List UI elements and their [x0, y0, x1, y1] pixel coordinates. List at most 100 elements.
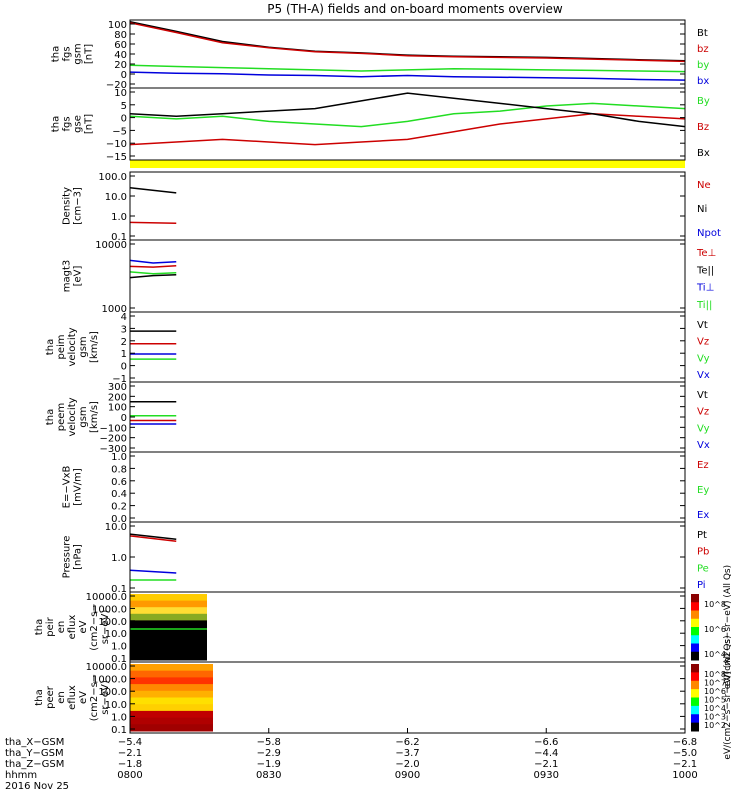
spectrogram-cell — [130, 613, 207, 621]
y-tick-label: 10.0 — [105, 629, 127, 640]
y-axis-label-line: [km/s] — [89, 331, 100, 363]
y-axis-label-line: [km/s] — [89, 401, 100, 433]
x-tick-label: −2.1 — [118, 748, 142, 759]
spectrogram-cell — [130, 697, 213, 705]
x-tick-label: −2.1 — [534, 759, 558, 770]
panel-frame — [129, 239, 686, 313]
spectrogram-cell — [130, 690, 213, 698]
x-tick-label: −3.7 — [395, 748, 419, 759]
panel-peem_velocity: 3002001000−100−200−300thapeemvelocitygsm… — [45, 381, 710, 455]
legend-item: Te⊥ — [696, 248, 716, 259]
y-axis-label-line: [eV] — [73, 266, 84, 287]
legend-item: Vt — [697, 390, 708, 401]
x-tick-label: −1.8 — [118, 759, 142, 770]
panel-peir: 10^810^610^410000.01000.0100.010.01.00.1… — [34, 565, 733, 689]
y-tick-label: 10.0 — [105, 522, 127, 533]
y-axis-label-line: fgs — [62, 116, 73, 131]
y-tick-label: −300 — [100, 444, 127, 455]
colorbar-segment — [691, 722, 699, 732]
colorbar-label: eV/(cm2−s−sr−eV) (All Qs) — [723, 565, 733, 689]
y-tick-label: 0 — [121, 114, 127, 125]
colorbar: 10^8 10^6 10^4 — [691, 594, 726, 661]
y-tick-label: −1 — [112, 374, 127, 385]
chart-title: P5 (TH-A) fields and on-board moments ov… — [267, 2, 563, 16]
y-tick-label: 0.8 — [111, 464, 127, 475]
y-axis-label-line: (cm2−s− — [89, 674, 100, 721]
legend-item: Ne — [697, 180, 711, 191]
y-tick-label: 40 — [114, 50, 127, 61]
legend-item: Vx — [697, 370, 710, 381]
panel-frame — [129, 661, 686, 734]
y-tick-label: 2 — [121, 337, 127, 348]
y-tick-label: 100.0 — [98, 172, 127, 183]
colorbar-label: eV/(cm2−s−sr−eV) (All Qs) — [723, 635, 733, 759]
x-tick-label: −6.8 — [673, 737, 697, 748]
x-tick-label: 0930 — [534, 770, 559, 781]
legend-item: Pt — [697, 530, 707, 541]
colorbar-segment — [691, 689, 699, 698]
legend-item: Bt — [697, 28, 708, 39]
y-tick-label: 0.6 — [111, 477, 127, 488]
series-Ni — [129, 187, 177, 194]
y-tick-label: 0.1 — [111, 584, 127, 595]
y-axis-label-line: magt3 — [62, 260, 73, 293]
y-axis-label-line: tha — [51, 116, 62, 132]
colorbar-tick-label: 10^6 — [704, 687, 726, 696]
panel-frame — [129, 451, 686, 523]
y-tick-label: 1000.0 — [92, 675, 127, 686]
y-tick-label: 0.2 — [111, 502, 127, 513]
series-Ne — [129, 221, 177, 224]
y-tick-label: 20 — [114, 60, 127, 71]
legend-item: bz — [697, 44, 709, 55]
y-tick-label: 1 — [121, 349, 127, 360]
y-axis-label: thafgsgse[nT] — [51, 114, 95, 134]
y-tick-label: 0 — [121, 362, 127, 373]
y-tick-label: 0.1 — [111, 725, 127, 736]
y-axis-label-line: gse — [73, 115, 84, 133]
x-tick-label: 1000 — [672, 770, 697, 781]
x-tick-label: −5.8 — [257, 737, 281, 748]
colorbar-segment — [691, 610, 699, 620]
y-axis-label-line: [nT] — [84, 44, 95, 64]
panel-peim_velocity: 43 21 0−1 thapeimvelocitygsm[km/s] Vt Vz Vy Vx — [45, 311, 710, 385]
y-axis-label-line: velocity — [67, 397, 78, 436]
y-tick-label: 3 — [121, 324, 127, 335]
colorbar-tick-label: 10^4 — [704, 650, 726, 659]
series-Bz — [129, 112, 686, 146]
y-axis-label-line: eV — [78, 691, 89, 704]
colorbar-segment — [691, 705, 699, 715]
y-tick-label: −5 — [112, 126, 127, 137]
x-tick-label: −6.2 — [395, 737, 419, 748]
y-tick-label: 1000.0 — [92, 604, 127, 615]
y-axis-label-line: tha — [45, 409, 56, 425]
series-Pb — [129, 535, 177, 543]
y-axis-label-line: sr−eV) — [100, 680, 111, 715]
colorbar-segment — [691, 602, 699, 611]
spectrogram-cell — [130, 717, 213, 725]
x-tick-label: −2.1 — [673, 759, 697, 770]
y-axis-label: Pressure[nPa] — [62, 536, 84, 579]
colorbar-segment — [691, 651, 699, 661]
y-axis-label: thapeirenefluxeV(cm2−s−sr−eV) — [34, 603, 111, 650]
series-Te⊥ — [129, 264, 177, 268]
colorbar-tick-label: 10^4 — [704, 704, 726, 713]
y-axis-label-line: eV — [78, 620, 89, 633]
y-tick-label: 0.1 — [111, 232, 127, 243]
y-axis-label-line: tha — [34, 689, 45, 705]
y-tick-label: 1.0 — [111, 212, 127, 223]
x-row-label: tha_Z−GSM — [5, 759, 64, 770]
series-Ti⊥ — [129, 259, 177, 264]
series-by — [129, 64, 686, 73]
series-Te|| — [129, 273, 177, 279]
x-row-label: hhmm — [5, 770, 37, 781]
legend-item: By — [697, 96, 710, 107]
y-tick-label: 0.0 — [111, 514, 127, 525]
y-axis-label: thafgsgsm[nT] — [51, 43, 95, 64]
legend-item: Te|| — [696, 265, 714, 276]
legend-item: Vy — [697, 353, 710, 364]
legend-item: by — [697, 60, 709, 71]
colorbar-segment — [691, 618, 699, 628]
y-tick-label: 60 — [114, 40, 127, 51]
